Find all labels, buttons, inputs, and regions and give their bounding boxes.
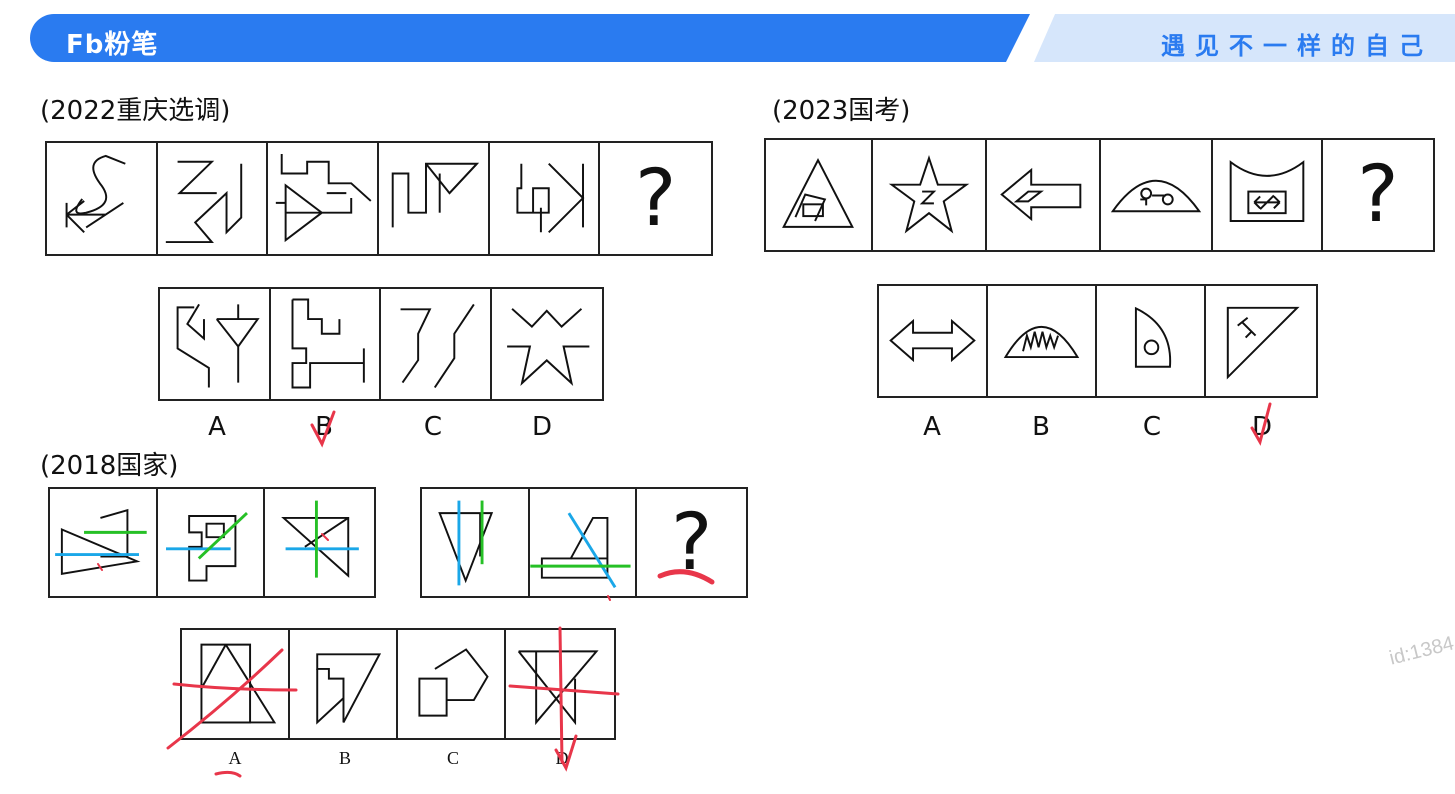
q2-options-strip	[877, 284, 1318, 398]
question-1-title: (2022重庆选调)	[40, 96, 231, 126]
q1-option-c[interactable]	[381, 289, 492, 399]
q2-figure-1	[766, 140, 873, 250]
q1-figure-5	[490, 143, 601, 254]
q2-figure-3	[987, 140, 1101, 250]
brand-bar	[30, 14, 1030, 62]
q3-option-b-label: B	[338, 748, 351, 768]
q3-option-c[interactable]	[398, 630, 506, 738]
q2-figure-2	[873, 140, 987, 250]
q3-question-mark: ?	[670, 497, 713, 588]
header-banner: Fb粉笔 遇见不一样的自己	[0, 0, 1455, 80]
q1-figure-3	[268, 143, 380, 254]
q2-option-b-label: B	[1032, 412, 1050, 442]
q2-option-c[interactable]	[1097, 286, 1206, 396]
q1-option-a[interactable]	[160, 289, 271, 399]
q3-option-d[interactable]	[506, 630, 614, 738]
q1-question-strip: ?	[45, 141, 713, 256]
q1-option-b-label: B	[315, 412, 333, 442]
q1-options-strip	[158, 287, 604, 401]
q1-question-mark: ?	[634, 153, 677, 244]
q2-question-cell: ?	[1323, 140, 1433, 250]
q3-question-cell: ?	[637, 489, 746, 596]
q3-option-a-label: A	[228, 748, 242, 768]
q1-option-c-label: C	[423, 412, 443, 442]
q3-question-strip-left	[48, 487, 376, 598]
brand-logo: Fb粉笔	[66, 30, 159, 60]
q2-option-b[interactable]	[988, 286, 1097, 396]
q1-figure-2	[158, 143, 269, 254]
q2-option-a-label: A	[923, 412, 941, 442]
q2-question-strip: ?	[764, 138, 1435, 252]
q3-option-d-label: D	[555, 748, 569, 768]
q1-option-a-label: A	[208, 412, 226, 442]
q3-question-strip-right: ?	[420, 487, 748, 598]
q2-figure-5	[1213, 140, 1323, 250]
q3-option-a-underline	[214, 770, 242, 778]
q2-option-d[interactable]	[1206, 286, 1316, 396]
q1-option-d-label: D	[531, 412, 553, 442]
q2-option-c-label: C	[1142, 412, 1162, 442]
slogan-bar	[1034, 14, 1455, 62]
q1-figure-4	[379, 143, 490, 254]
q1-question-cell: ?	[600, 143, 711, 254]
q3-option-a[interactable]	[182, 630, 290, 738]
q2-figure-4	[1101, 140, 1213, 250]
q2-option-a[interactable]	[879, 286, 988, 396]
slogan-text: 遇见不一样的自己	[1161, 32, 1433, 60]
question-2-title: (2023国考)	[772, 96, 911, 126]
q3-options-strip	[180, 628, 616, 740]
q3-figure-3	[265, 489, 374, 596]
q1-figure-1	[47, 143, 158, 254]
q3-figure-4	[422, 489, 530, 596]
q3-figure-2	[158, 489, 266, 596]
q1-option-b[interactable]	[271, 289, 381, 399]
q2-question-mark: ?	[1357, 150, 1399, 240]
question-3-title: (2018国家)	[40, 451, 179, 481]
q3-option-c-label: C	[446, 748, 459, 768]
q2-option-d-label: D	[1251, 412, 1273, 442]
q3-option-b[interactable]	[290, 630, 398, 738]
q3-figure-5	[529, 489, 638, 596]
watermark: id:1384	[1387, 632, 1455, 670]
q3-figure-1	[50, 489, 158, 596]
q1-option-d[interactable]	[492, 289, 603, 399]
